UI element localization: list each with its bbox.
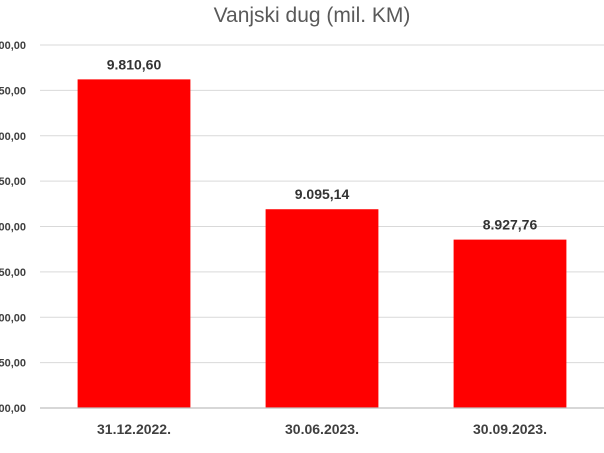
chart-title: Vanjski dug (mil. KM) [214, 4, 411, 27]
x-category-label: 30.06.2023. [285, 421, 359, 437]
bars [77, 79, 567, 408]
y-tick-label: 9.500,00 [0, 131, 26, 143]
data-labels: 9.810,60 9.095,14 8.927,76 [107, 56, 538, 232]
x-category-label: 31.12.2022. [97, 421, 171, 437]
x-category-label: 30.09.2023. [473, 421, 547, 437]
y-tick-label: 9.000,00 [0, 222, 26, 234]
y-tick-label: 8.500,00 [0, 312, 26, 324]
y-tick-label: 10.000,00 [0, 40, 26, 52]
y-tick-label: 8.250,00 [0, 358, 26, 370]
y-tick-label: 9.250,00 [0, 176, 26, 188]
bar [265, 209, 379, 408]
y-tick-label: 8.000,00 [0, 403, 26, 415]
y-axis-ticks: 8.000,00 8.250,00 8.500,00 8.750,00 9.000,00… [0, 40, 26, 415]
y-tick-label: 8.750,00 [0, 267, 26, 279]
bar [77, 79, 191, 408]
data-label: 9.810,60 [107, 56, 162, 72]
y-tick-label: 9.750,00 [0, 85, 26, 97]
x-axis-categories: 31.12.2022. 30.06.2023. 30.09.2023. [97, 421, 547, 437]
data-label: 9.095,14 [295, 186, 350, 202]
data-label: 8.927,76 [483, 217, 538, 233]
bar [453, 239, 567, 408]
